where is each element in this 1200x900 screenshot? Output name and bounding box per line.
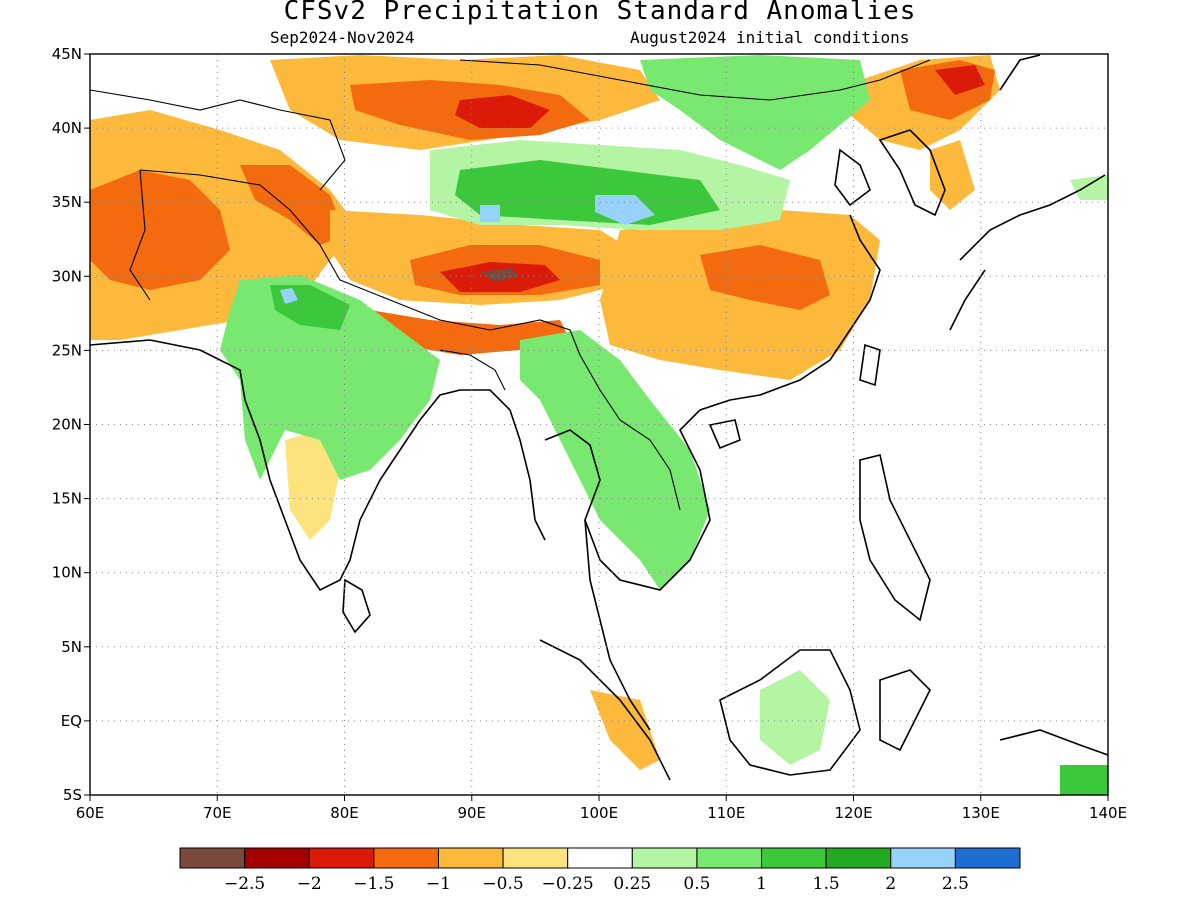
colorbar-swatch — [890, 847, 956, 869]
border-central-asia — [90, 89, 346, 191]
colorbar: −2.5 −2 −1.5 −1 −0.5 −0.25 0.25 0.5 1 1.5 2 2.5 — [179, 847, 1021, 894]
colorbar-swatch — [244, 847, 310, 869]
y-tick-label: 35N — [52, 193, 82, 211]
colorbar-swatch — [179, 847, 246, 869]
y-tick-label: 20N — [52, 416, 82, 434]
y-tick-label: 30N — [52, 267, 82, 285]
colorbar-swatch — [308, 847, 375, 869]
colorbar-label: −0.5 — [482, 874, 523, 894]
border-india-nepal-china — [339, 279, 581, 356]
coastline-malay-peninsula — [584, 519, 651, 731]
coastline-borneo — [719, 649, 861, 776]
x-tick-label: 60E — [76, 804, 105, 822]
chart-title: CFSv2 Precipitation Standard Anomalies — [283, 0, 917, 26]
border-afghan-pak — [139, 169, 341, 281]
coastline-sumatra — [539, 639, 671, 781]
colorbar-label: −2.5 — [224, 874, 265, 894]
y-tick-label: 25N — [52, 341, 82, 359]
x-tick-label: 110E — [707, 804, 745, 822]
colorbar-label: 2 — [885, 874, 896, 894]
y-tick-label: 40N — [52, 119, 82, 137]
anomaly-region-pak-dry — [240, 165, 345, 245]
initial-conditions: August2024 initial conditions — [630, 28, 910, 47]
anomaly-region-india-wet-max — [280, 288, 298, 304]
colorbar-swatch — [502, 847, 569, 869]
colorbar-swatch — [437, 847, 504, 869]
coastline-bohai — [834, 148, 871, 207]
colorbar-label: −2 — [297, 874, 322, 894]
colorbar-swatch — [567, 847, 633, 869]
colorbar-label: −1 — [426, 874, 451, 894]
border-myanmar-laos-thai — [579, 354, 681, 511]
colorbar-label: −0.25 — [542, 874, 594, 894]
coastline-sri-lanka — [342, 578, 371, 634]
colorbar-label: −1.5 — [353, 874, 394, 894]
anomaly-region-sumatra-dry — [590, 690, 660, 770]
colorbar-swatch — [373, 847, 439, 869]
longitude-ticks: 60E 70E 80E 90E 100E 110E 120E 130E 140E — [76, 795, 1127, 822]
y-tick-label: EQ — [61, 712, 82, 730]
anomaly-region-korea-dry — [930, 140, 975, 210]
anomaly-field — [90, 55, 1108, 795]
anomaly-region-central-china-dry — [700, 245, 830, 310]
coastline-taiwan — [859, 343, 881, 387]
anomaly-region-afghan-dry — [90, 170, 230, 290]
coastlines — [90, 54, 1108, 781]
anomaly-region-japan-wet — [1070, 175, 1108, 200]
anomaly-region-india-dry — [285, 430, 340, 540]
anomaly-region-manchuria-core — [935, 65, 985, 95]
colorbar-label: 1 — [756, 874, 767, 894]
y-tick-label: 5S — [63, 786, 82, 804]
x-tick-label: 80E — [330, 804, 359, 822]
anomaly-region-xinjiang-core — [455, 95, 550, 128]
y-tick-label: 15N — [52, 490, 82, 508]
anomaly-region-borneo-wet — [760, 670, 830, 765]
coastline-japan — [949, 54, 1106, 331]
x-tick-label: 120E — [834, 804, 872, 822]
border-iran-afghan — [129, 169, 151, 301]
anomaly-region-newguinea-wet — [1060, 765, 1108, 795]
colorbar-swatch — [696, 847, 763, 869]
coastline-philippines — [859, 454, 931, 622]
x-tick-label: 90E — [457, 804, 486, 822]
colorbar-label: 2.5 — [942, 874, 969, 894]
country-borders — [90, 59, 931, 511]
coastline-new-guinea — [999, 729, 1108, 756]
x-tick-label: 70E — [203, 804, 232, 822]
colorbar-swatch — [954, 847, 1021, 869]
coastline-arabian-sea — [90, 339, 546, 592]
anomaly-region-qinghai-wet-max — [595, 195, 655, 225]
anomaly-region-indochina-wet — [520, 330, 710, 590]
anomaly-region-tibet-max — [480, 268, 520, 282]
colorbar-label: 0.5 — [683, 874, 710, 894]
anomaly-region-qinghai-wet-core — [455, 160, 720, 225]
x-tick-label: 140E — [1089, 804, 1127, 822]
colorbar-swatch — [825, 847, 892, 869]
forecast-period: Sep2024-Nov2024 — [270, 28, 415, 47]
x-tick-label: 130E — [962, 804, 1000, 822]
coastline-sulawesi — [879, 669, 931, 752]
anomaly-region-mongolia-wet — [640, 55, 870, 170]
colorbar-label: 0.25 — [613, 874, 651, 894]
coastline-hainan — [708, 419, 741, 450]
colorbar-label: 1.5 — [813, 874, 840, 894]
y-tick-label: 5N — [61, 638, 82, 656]
border-bangladesh — [439, 349, 506, 391]
coastline-indochina — [544, 214, 881, 591]
colorbar-swatch — [631, 847, 698, 869]
anomaly-region-india-wet — [220, 275, 440, 480]
latitude-ticks: 45N 40N 35N 30N 25N 20N 15N 10N 5N EQ 5S — [52, 45, 90, 804]
y-tick-label: 45N — [52, 45, 82, 63]
colorbar-swatch — [761, 847, 827, 869]
border-china-mongolia — [459, 59, 931, 101]
coastline-korea — [878, 129, 946, 217]
y-tick-label: 10N — [52, 564, 82, 582]
x-tick-label: 100E — [580, 804, 618, 822]
anomaly-region-qinghai-wet-max2 — [480, 205, 500, 222]
